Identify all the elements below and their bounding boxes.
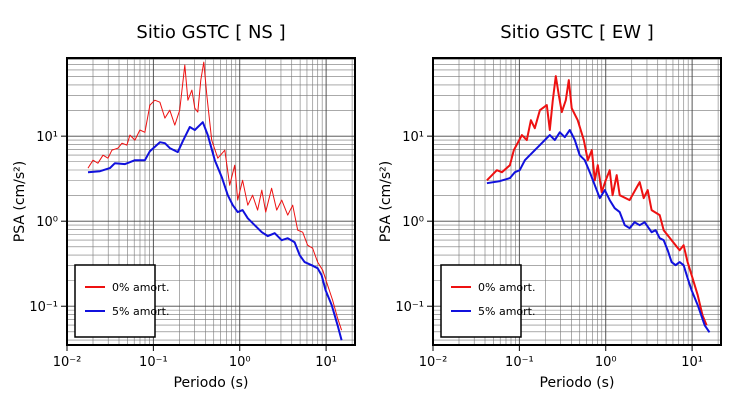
x-tick-label: 10⁻² [419, 355, 448, 370]
legend-label: 5% amort. [478, 305, 535, 318]
y-tick-label: 10¹ [36, 130, 58, 145]
y-axis-label: PSA (cm/s²) [12, 161, 28, 243]
x-tick-label: 10⁰ [229, 355, 251, 370]
chart-title: Sitio GSTC [ NS ] [136, 22, 285, 43]
y-tick-label: 10⁰ [402, 215, 424, 230]
x-axis-label: Periodo (s) [540, 375, 615, 391]
data-line [87, 121, 343, 341]
legend-label: 0% amort. [478, 281, 535, 294]
data-line [87, 61, 343, 331]
plot-frame [66, 57, 356, 346]
y-tick-label: 10⁻¹ [29, 300, 58, 315]
chart-title: Sitio GSTC [ EW ] [500, 22, 653, 43]
legend-box [74, 264, 156, 338]
data-line [486, 129, 711, 333]
x-tick-label: 10⁻² [53, 355, 82, 370]
x-tick-label: 10⁰ [595, 355, 617, 370]
subplot: 10⁻² 10⁻¹ 10⁰ 10¹ 10⁻¹ 10⁰ 10¹ 0% amort. 5% amor… [378, 22, 722, 391]
x-tick-label: 10⁻¹ [139, 355, 168, 370]
y-axis-label: PSA (cm/s²) [378, 161, 394, 243]
x-axis-label: Periodo (s) [174, 375, 249, 391]
x-tick-label: 10⁻¹ [505, 355, 534, 370]
data-line [486, 75, 708, 326]
y-tick-label: 10⁻¹ [395, 300, 424, 315]
y-tick-label: 10⁰ [36, 215, 58, 230]
plot-frame [432, 57, 722, 346]
x-tick-label: 10¹ [681, 355, 703, 370]
x-tick-label: 10¹ [315, 355, 337, 370]
legend-label: 5% amort. [112, 305, 169, 318]
y-tick-label: 10¹ [402, 130, 424, 145]
subplot: 10⁻² 10⁻¹ 10⁰ 10¹ 10⁻¹ 10⁰ 10¹ 0% amort. 5% amor… [12, 22, 356, 391]
legend-box [440, 264, 522, 338]
legend-label: 0% amort. [112, 281, 169, 294]
